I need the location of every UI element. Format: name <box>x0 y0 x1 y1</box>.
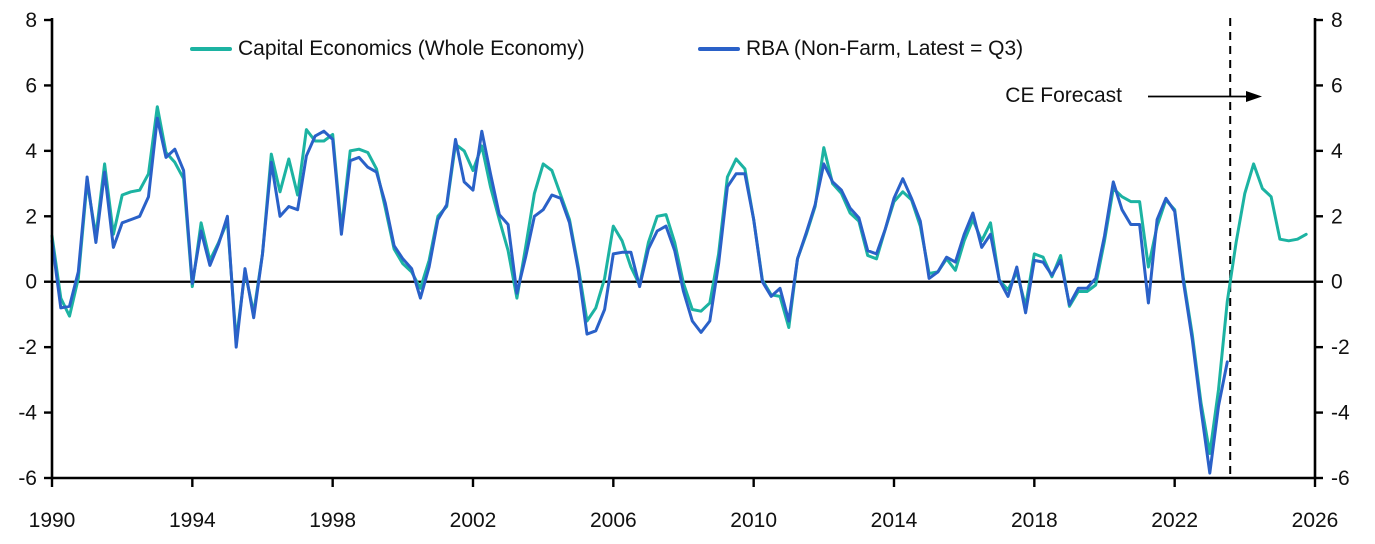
y-axis-tick-label-right: 0 <box>1331 271 1343 294</box>
y-axis-tick-label-left: 0 <box>25 271 37 294</box>
y-axis-tick-label-right: -4 <box>1331 402 1350 425</box>
forecast-arrow-head-icon <box>1246 91 1262 102</box>
legend-item-capital-economics: Capital Economics (Whole Economy) <box>190 37 585 61</box>
y-axis-tick-label-left: 2 <box>25 205 37 228</box>
y-axis-tick-label-left: -2 <box>18 336 37 359</box>
y-axis-tick-label-left: 4 <box>25 140 37 163</box>
y-axis-tick-label-right: 2 <box>1331 205 1343 228</box>
capital-economics-line-swatch <box>190 47 232 51</box>
x-axis-tick-label: 2026 <box>1292 509 1339 532</box>
y-axis-tick-label-left: -4 <box>18 402 37 425</box>
x-axis-tick-label: 2014 <box>871 509 918 532</box>
legend-item-rba: RBA (Non-Farm, Latest = Q3) <box>698 37 1023 61</box>
y-axis-tick-label-right: -2 <box>1331 336 1350 359</box>
rba-line-swatch <box>698 47 740 51</box>
x-axis-tick-label: 2002 <box>450 509 497 532</box>
y-axis-tick-label-left: 8 <box>25 9 37 32</box>
legend-label-rba: RBA (Non-Farm, Latest = Q3) <box>746 37 1024 60</box>
y-axis-tick-label-right: 6 <box>1331 74 1343 97</box>
x-axis-tick-label: 1998 <box>309 509 356 532</box>
x-axis-tick-label: 2006 <box>590 509 637 532</box>
y-axis-tick-label-right: 8 <box>1331 9 1343 32</box>
legend-label-capital-economics: Capital Economics (Whole Economy) <box>238 37 585 60</box>
x-axis-tick-label: 2010 <box>730 509 777 532</box>
x-axis-tick-label: 1994 <box>169 509 216 532</box>
y-axis-tick-label-left: -6 <box>18 467 37 490</box>
series-line-rba <box>50 116 1229 475</box>
series-line-capital-economics <box>50 105 1308 455</box>
ce-forecast-annotation: CE Forecast <box>1005 84 1122 107</box>
x-axis-tick-label: 2018 <box>1011 509 1058 532</box>
x-axis-tick-label: 2022 <box>1151 509 1198 532</box>
y-axis-tick-label-right: -6 <box>1331 467 1350 490</box>
y-axis-tick-label-left: 6 <box>25 74 37 97</box>
x-axis-tick-label: 1990 <box>29 509 76 532</box>
y-axis-tick-label-right: 4 <box>1331 140 1343 163</box>
